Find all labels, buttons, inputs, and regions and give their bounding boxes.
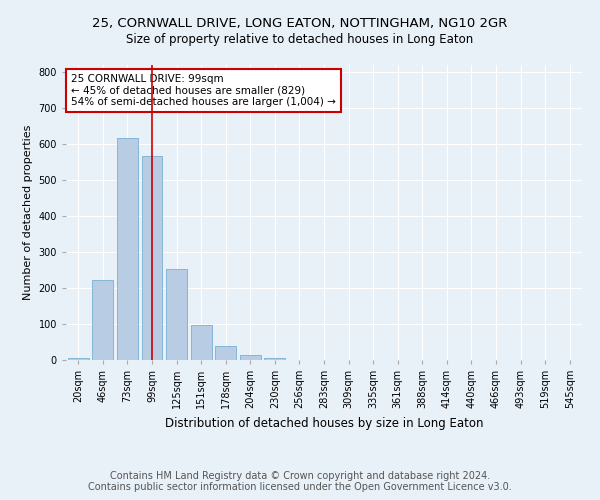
Bar (117, 138, 138, 360)
Text: Contains HM Land Registry data © Crown copyright and database right 2024.
Contai: Contains HM Land Registry data © Crown c… (88, 471, 512, 492)
Bar (68, 358, 89, 360)
Bar (215, 346, 236, 360)
Bar (240, 354, 261, 360)
Y-axis label: Number of detached properties: Number of detached properties (23, 125, 33, 300)
Text: 25, CORNWALL DRIVE, LONG EATON, NOTTINGHAM, NG10 2GR: 25, CORNWALL DRIVE, LONG EATON, NOTTINGH… (92, 18, 508, 30)
Bar (92, 280, 113, 360)
Text: Size of property relative to detached houses in Long Eaton: Size of property relative to detached ho… (127, 32, 473, 46)
Bar (142, 156, 163, 360)
X-axis label: Distribution of detached houses by size in Long Eaton: Distribution of detached houses by size … (165, 416, 483, 430)
Bar (265, 358, 286, 360)
Bar (166, 270, 187, 360)
Text: 25 CORNWALL DRIVE: 99sqm
← 45% of detached houses are smaller (829)
54% of semi-: 25 CORNWALL DRIVE: 99sqm ← 45% of detach… (71, 74, 336, 107)
Bar (191, 326, 212, 360)
